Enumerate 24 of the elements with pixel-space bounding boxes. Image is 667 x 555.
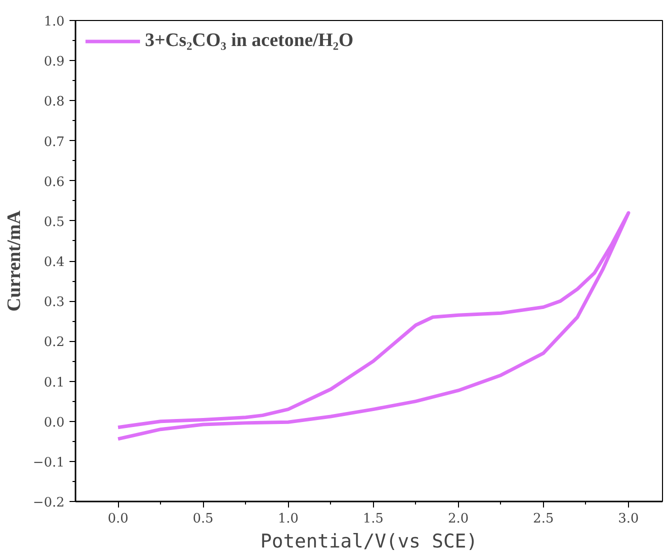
x-tick-label: 1.0 (278, 512, 299, 526)
x-tick-label: 2.0 (448, 512, 469, 526)
y-tick-label: 0.2 (44, 335, 65, 350)
y-tick-label: 0.7 (44, 134, 65, 150)
y-tick-label: 0.3 (44, 295, 65, 310)
y-tick-label: 0.9 (44, 54, 65, 70)
x-tick-label: 3.0 (618, 512, 639, 526)
y-tick-label: 0.4 (44, 255, 65, 270)
line-series (116, 211, 630, 441)
y-tick-label: −0.2 (32, 496, 65, 510)
x-tick-label: 0.0 (108, 512, 128, 526)
legend-label: 3+Cs₂CO₃ in acetone/H₂O (145, 30, 354, 52)
y-tick-label: 0.5 (44, 214, 65, 230)
x-axis-title: Potential/V(vs SCE) (260, 530, 478, 552)
x-tick-label: 2.5 (533, 512, 554, 526)
y-axis-title: Current/mA (4, 210, 25, 312)
y-tick-label: −0.1 (32, 455, 65, 470)
y-tick-label: 0.0 (44, 415, 65, 430)
x-tick-label: 0.5 (192, 512, 214, 526)
x-tick-label: 1.5 (362, 512, 384, 526)
y-tick-label: 0.6 (44, 174, 65, 190)
y-tick-label: 0.1 (44, 375, 65, 390)
y-tick-label: 0.8 (44, 94, 65, 110)
y-tick-label: 1.0 (44, 14, 65, 30)
